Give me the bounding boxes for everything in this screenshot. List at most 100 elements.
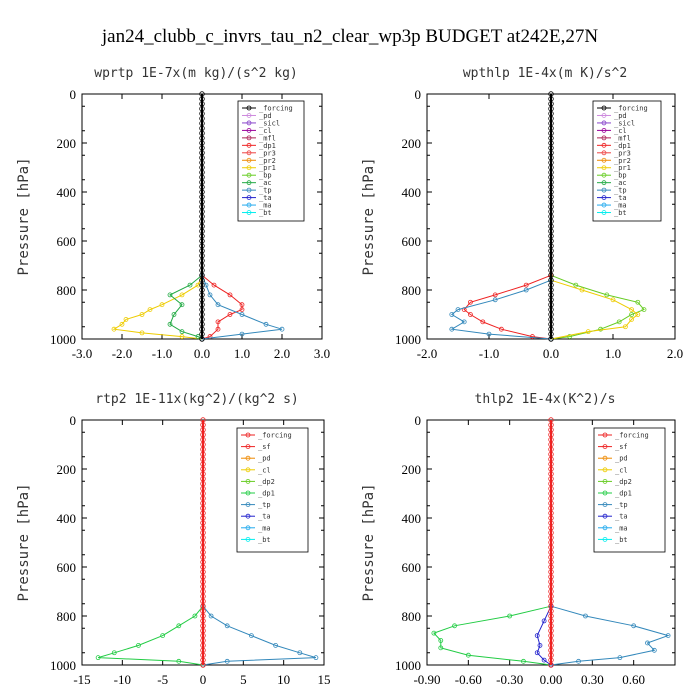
series-marker [215, 326, 221, 332]
y-tick-label: 200 [57, 462, 77, 477]
legend-label: _ma [615, 524, 628, 532]
x-tick-label: -5 [157, 672, 168, 687]
legend-marker [601, 165, 607, 171]
legend-marker [246, 142, 252, 148]
series-marker [239, 302, 245, 308]
series-line-tp [202, 605, 317, 666]
legend-label: _ma [614, 202, 627, 210]
y-axis-label: Pressure [hPa] [16, 483, 32, 601]
x-tick-label: 0 [200, 672, 207, 687]
series-marker [534, 633, 540, 638]
series-marker [431, 630, 437, 636]
legend-label: _pr3 [614, 149, 631, 157]
series-line-ac [169, 274, 203, 340]
series-marker [467, 312, 473, 317]
series-marker [548, 336, 554, 342]
y-tick-label: 600 [57, 234, 77, 249]
x-tick-label: -0.90 [413, 672, 440, 687]
series-line-pr1 [112, 275, 203, 340]
y-tick-label: 400 [57, 511, 77, 526]
x-tick-label: -2.0 [417, 346, 438, 361]
x-tick-label: -15 [73, 672, 90, 687]
series-marker [208, 613, 214, 619]
series-marker [492, 297, 498, 303]
x-tick-label: 0.0 [543, 346, 559, 361]
legend-marker [601, 113, 607, 118]
legend-marker [601, 210, 607, 215]
series-line-ta [536, 605, 552, 666]
legend-label: _ma [258, 524, 271, 532]
series-marker [449, 326, 455, 332]
legend-label: _ta [259, 194, 272, 202]
series-marker [651, 647, 657, 653]
series-marker [629, 312, 634, 317]
legend-marker [602, 478, 608, 484]
series-line-pr1 [550, 279, 639, 340]
legend-label: _dp1 [615, 490, 632, 498]
legend-marker [246, 165, 252, 171]
series-line-tp [550, 605, 670, 666]
legend-label: _forcing [615, 432, 649, 440]
legend-label: _cl [614, 127, 627, 135]
series-marker [187, 282, 193, 288]
series-marker [95, 655, 101, 661]
series-marker [227, 292, 233, 298]
y-tick-label: 800 [57, 283, 77, 298]
legend-marker [245, 490, 251, 496]
series-marker [239, 331, 245, 337]
series-marker [467, 299, 473, 305]
legend-label: _pd [614, 112, 627, 120]
legend-marker [246, 150, 252, 156]
series-marker [195, 334, 201, 339]
legend-label: _pr1 [614, 164, 631, 172]
x-tick-label: -0.30 [496, 672, 523, 687]
legend-label: _ta [614, 194, 627, 202]
y-axis-label: Pressure [hPa] [361, 483, 377, 601]
y-tick-label: 800 [402, 609, 422, 624]
panel-title: wprtp 1E-7x(m kg)/(s^2 kg) [94, 66, 298, 81]
y-tick-label: 1000 [395, 658, 421, 673]
series-marker [273, 643, 279, 648]
series-marker [507, 613, 513, 619]
legend-marker [601, 120, 607, 126]
panel-title: rtp2 1E-11x(kg^2)/(kg^2 s) [95, 392, 299, 407]
series-marker [449, 312, 455, 317]
y-tick-label: 1000 [50, 332, 76, 347]
series-marker [523, 282, 529, 288]
series-marker [617, 655, 623, 661]
legend-marker [246, 210, 252, 215]
legend-label: _bt [258, 536, 271, 544]
legend-marker [602, 537, 608, 542]
series-line-dp1 [97, 605, 204, 666]
series-marker [224, 623, 230, 629]
y-tick-label: 200 [402, 136, 422, 151]
legend-label: _pd [615, 455, 628, 463]
legend-label: _bp [614, 172, 627, 180]
legend-marker [246, 180, 252, 186]
y-tick-label: 400 [57, 185, 77, 200]
panel-3: rtp2 1E-11x(kg^2)/(kg^2 s) Pressure [hPa]… [16, 392, 331, 687]
series-marker [455, 307, 461, 313]
series-marker [179, 329, 185, 335]
legend-marker [246, 127, 252, 133]
series-marker [111, 650, 117, 656]
x-tick-label: 3.0 [314, 346, 330, 361]
legend-label: _mfl [614, 134, 631, 142]
legend-marker [246, 202, 252, 208]
series-marker [598, 326, 603, 332]
series-marker [629, 316, 634, 322]
series-marker [119, 321, 125, 327]
legend-label: _cl [615, 466, 628, 474]
series-marker [583, 613, 588, 619]
series-marker [492, 292, 498, 298]
series-marker [176, 658, 182, 664]
y-tick-label: 0 [415, 87, 422, 102]
legend-marker [601, 172, 607, 178]
panel-2: wpthlp 1E-4x(m K)/s^2 Pressure [hPa] 0 200 4… [361, 66, 683, 361]
y-axis-label: Pressure [hPa] [361, 157, 377, 275]
legend-label: _ta [615, 513, 628, 521]
legend-marker [246, 113, 252, 118]
series-marker [313, 655, 319, 661]
legend-label: _dp1 [259, 142, 276, 150]
legend-label: _pr2 [614, 157, 631, 165]
